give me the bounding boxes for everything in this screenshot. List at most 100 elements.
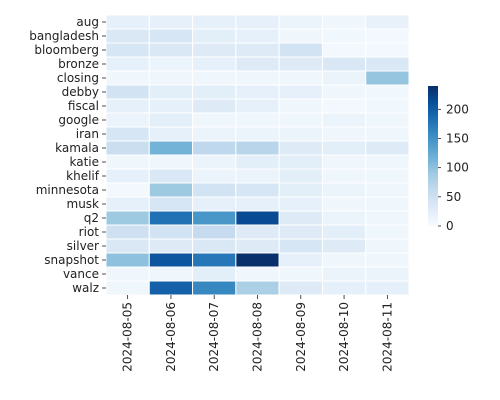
y-tick-label: musk <box>67 197 100 211</box>
heatmap-cell-minnesota-2024-08-05 <box>105 182 150 198</box>
heatmap-cell-aug-2024-08-06 <box>148 14 194 30</box>
heatmap-cell-snapshot-2024-08-07 <box>192 252 237 268</box>
heatmap-cell-iran-2024-08-05 <box>105 126 150 142</box>
heatmap-cell-walz-2024-08-08 <box>235 280 280 296</box>
heatmap-cell-minnesota-2024-08-08 <box>235 182 280 198</box>
heatmap-cell-q2-2024-08-05 <box>105 210 150 226</box>
y-tick-label: google <box>58 113 99 127</box>
x-tick-label: 2024-08-11 <box>380 302 394 372</box>
heatmap-cell-debby-2024-08-09 <box>278 84 323 100</box>
heatmap-cell-snapshot-2024-08-05 <box>105 252 150 268</box>
heatmap-cell-google-2024-08-11 <box>365 112 410 128</box>
heatmap-cell-google-2024-08-09 <box>278 112 323 128</box>
heatmap-cell-google-2024-08-05 <box>105 112 150 128</box>
heatmap-cell-q2-2024-08-08 <box>235 210 280 226</box>
heatmap-cell-kamala-2024-08-05 <box>105 140 150 156</box>
y-tick-label: khelif <box>66 169 100 183</box>
colorbar-tick-label: 100 <box>446 161 469 175</box>
heatmap-cell-minnesota-2024-08-06 <box>148 182 194 198</box>
heatmap-cell-google-2024-08-08 <box>235 112 280 128</box>
y-tick-label: q2 <box>84 211 99 225</box>
heatmap-cell-bangladesh-2024-08-06 <box>148 28 194 44</box>
heatmap-cell-musk-2024-08-09 <box>278 196 323 212</box>
heatmap-cell-bloomberg-2024-08-10 <box>321 42 367 58</box>
x-tick-label: 2024-08-06 <box>164 302 178 372</box>
y-tick-label: vance <box>63 267 99 281</box>
heatmap-cell-walz-2024-08-09 <box>278 280 323 296</box>
heatmap-cell-vance-2024-08-05 <box>105 266 150 282</box>
y-tick-label: bronze <box>58 57 99 71</box>
x-tick-label: 2024-08-09 <box>294 302 308 372</box>
heatmap-cell-fiscal-2024-08-08 <box>235 98 280 114</box>
heatmap-cell-khelif-2024-08-10 <box>321 168 367 184</box>
heatmap-cell-khelif-2024-08-11 <box>365 168 410 184</box>
heatmap-cell-musk-2024-08-06 <box>148 196 194 212</box>
heatmap-cell-minnesota-2024-08-09 <box>278 182 323 198</box>
heatmap-cell-closing-2024-08-08 <box>235 70 280 86</box>
heatmap-cell-vance-2024-08-07 <box>192 266 237 282</box>
heatmap-cell-closing-2024-08-07 <box>192 70 237 86</box>
y-tick-label: aug <box>76 15 99 29</box>
x-tick-label: 2024-08-05 <box>121 302 135 372</box>
y-tick-label: minnesota <box>36 183 99 197</box>
x-tick-label: 2024-08-07 <box>207 302 221 372</box>
heatmap-cell-bronze-2024-08-11 <box>365 56 410 72</box>
heatmap-cell-aug-2024-08-05 <box>105 14 150 30</box>
heatmap-cell-kamala-2024-08-07 <box>192 140 237 156</box>
heatmap-cell-aug-2024-08-11 <box>365 14 410 30</box>
heatmap-cell-walz-2024-08-06 <box>148 280 194 296</box>
heatmap-cell-silver-2024-08-09 <box>278 238 323 254</box>
heatmap-cell-bronze-2024-08-06 <box>148 56 194 72</box>
heatmap-cell-silver-2024-08-06 <box>148 238 194 254</box>
heatmap-cell-closing-2024-08-09 <box>278 70 323 86</box>
heatmap-cell-aug-2024-08-07 <box>192 14 237 30</box>
heatmap-cell-bangladesh-2024-08-07 <box>192 28 237 44</box>
heatmap-cell-closing-2024-08-11 <box>365 70 410 86</box>
y-tick-label: snapshot <box>44 253 99 267</box>
colorbar-gradient <box>428 86 438 226</box>
heatmap-cell-aug-2024-08-10 <box>321 14 367 30</box>
heatmap-cell-walz-2024-08-11 <box>365 280 410 296</box>
heatmap-cell-bloomberg-2024-08-05 <box>105 42 150 58</box>
heatmap-cell-musk-2024-08-07 <box>192 196 237 212</box>
heatmap-cell-kamala-2024-08-11 <box>365 140 410 156</box>
heatmap-cell-katie-2024-08-08 <box>235 154 280 170</box>
y-tick-label: closing <box>57 71 99 85</box>
heatmap-cell-walz-2024-08-05 <box>105 280 150 296</box>
y-tick-label: fiscal <box>68 99 99 113</box>
heatmap-cell-bloomberg-2024-08-08 <box>235 42 280 58</box>
heatmap-cell-minnesota-2024-08-11 <box>365 182 410 198</box>
heatmap-cell-snapshot-2024-08-11 <box>365 252 410 268</box>
x-tick-label: 2024-08-08 <box>251 302 265 372</box>
heatmap-cell-fiscal-2024-08-06 <box>148 98 194 114</box>
heatmap-cell-vance-2024-08-11 <box>365 266 410 282</box>
heatmap-cell-bloomberg-2024-08-11 <box>365 42 410 58</box>
heatmap-cell-katie-2024-08-11 <box>365 154 410 170</box>
heatmap-cell-bangladesh-2024-08-11 <box>365 28 410 44</box>
heatmap-cell-bangladesh-2024-08-05 <box>105 28 150 44</box>
heatmap-cell-walz-2024-08-07 <box>192 280 237 296</box>
heatmap-cell-iran-2024-08-08 <box>235 126 280 142</box>
heatmap-cell-closing-2024-08-10 <box>321 70 367 86</box>
heatmap-cell-bangladesh-2024-08-10 <box>321 28 367 44</box>
y-tick-label: kamala <box>55 141 99 155</box>
heatmap-cell-bronze-2024-08-09 <box>278 56 323 72</box>
heatmap-cell-khelif-2024-08-09 <box>278 168 323 184</box>
heatmap-cell-musk-2024-08-08 <box>235 196 280 212</box>
heatmap-cell-silver-2024-08-10 <box>321 238 367 254</box>
heatmap-cell-snapshot-2024-08-10 <box>321 252 367 268</box>
heatmap-cell-google-2024-08-06 <box>148 112 194 128</box>
heatmap-cell-closing-2024-08-05 <box>105 70 150 86</box>
heatmap-cell-iran-2024-08-06 <box>148 126 194 142</box>
colorbar-ticks: 0 50 100 150 200 <box>438 102 469 233</box>
heatmap-cell-q2-2024-08-09 <box>278 210 323 226</box>
colorbar-tick-label: 150 <box>446 132 469 146</box>
heatmap-cell-q2-2024-08-06 <box>148 210 194 226</box>
heatmap-cell-silver-2024-08-08 <box>235 238 280 254</box>
heatmap-cell-katie-2024-08-05 <box>105 154 150 170</box>
heatmap-cell-khelif-2024-08-05 <box>105 168 150 184</box>
heatmap-cell-silver-2024-08-07 <box>192 238 237 254</box>
heatmap-cell-katie-2024-08-07 <box>192 154 237 170</box>
